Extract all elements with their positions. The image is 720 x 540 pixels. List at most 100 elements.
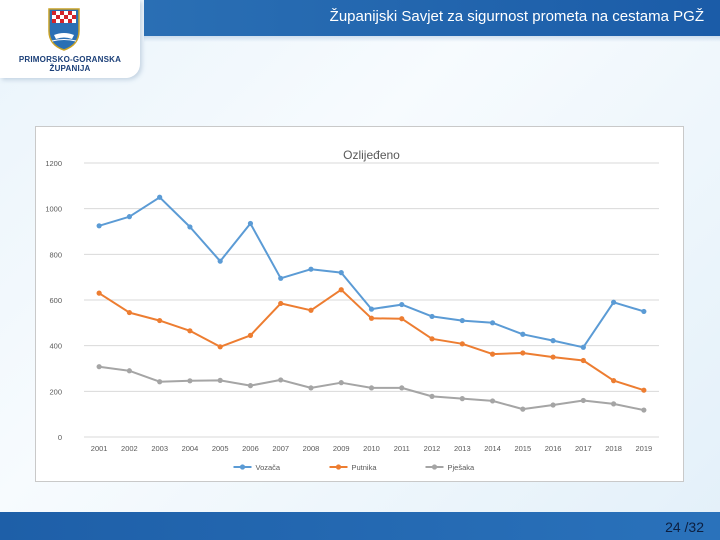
data-point-vozača: [459, 317, 465, 324]
y-tick-label: 1000: [45, 205, 62, 214]
footer-bar: [0, 512, 720, 540]
data-point-pješaka: [550, 402, 556, 408]
header-bar: Županijski Savjet za sigurnost prometa n…: [144, 0, 720, 36]
data-point-pješaka: [580, 397, 586, 404]
slide-title: Županijski Savjet za sigurnost prometa n…: [329, 8, 704, 25]
data-point-pješaka: [126, 368, 132, 374]
data-point-putnika: [520, 350, 526, 356]
series-line-putnika: [98, 288, 645, 392]
x-tick-label: 2004: [182, 444, 199, 453]
data-point-pješaka: [641, 407, 647, 413]
y-tick-label: 400: [49, 342, 62, 351]
data-point-vozača: [217, 258, 223, 264]
data-point-vozača: [489, 320, 496, 326]
x-tick-label: 2011: [394, 444, 410, 453]
data-point-pješaka: [247, 383, 254, 389]
data-point-pješaka: [489, 398, 496, 404]
x-tick-label: 2019: [636, 444, 653, 453]
data-point-putnika: [126, 309, 132, 316]
x-tick-label: 2002: [121, 444, 138, 453]
data-point-pješaka: [96, 364, 102, 370]
data-point-vozača: [126, 214, 132, 220]
data-point-vozača: [96, 223, 102, 229]
legend-label: Vozača: [256, 463, 281, 472]
x-tick-label: 2001: [91, 444, 108, 453]
data-point-vozača: [247, 220, 254, 227]
data-point-putnika: [550, 354, 556, 360]
data-point-vozača: [641, 308, 647, 315]
data-point-vozača: [550, 338, 556, 344]
data-point-pješaka: [368, 385, 375, 391]
x-tick-label: 2006: [242, 444, 259, 453]
data-point-pješaka: [429, 393, 435, 399]
y-tick-label: 800: [49, 250, 62, 259]
data-point-putnika: [278, 300, 284, 307]
logo-name-line2: ŽUPANIJA: [49, 64, 91, 73]
data-point-putnika: [308, 307, 314, 313]
data-point-vozača: [308, 266, 314, 272]
data-point-pješaka: [278, 377, 284, 383]
x-tick-label: 2018: [605, 444, 622, 453]
data-point-pješaka: [157, 379, 163, 385]
data-point-pješaka: [459, 396, 465, 402]
legend-label: Pješaka: [448, 463, 476, 472]
x-tick-label: 2005: [212, 444, 229, 453]
data-point-putnika: [489, 351, 496, 357]
data-point-vozača: [157, 194, 163, 200]
chart-title: Ozlijeđeno: [343, 148, 400, 162]
data-point-pješaka: [338, 380, 344, 386]
chart-frame: Ozlijeđeno 0 200 400 600 800 1000 1200 2001 2002 2…: [35, 126, 684, 482]
legend-label: Putnika: [352, 463, 378, 472]
header-shadow: [144, 36, 720, 42]
legend-marker: [239, 464, 246, 470]
x-tick-label: 2008: [303, 444, 320, 453]
data-point-putnika: [96, 290, 102, 296]
y-tick-label: 1200: [45, 159, 62, 168]
data-point-pješaka: [399, 385, 405, 391]
data-point-pješaka: [217, 377, 223, 383]
data-point-putnika: [217, 344, 223, 350]
data-point-vozača: [520, 331, 526, 337]
data-point-pješaka: [187, 378, 193, 384]
data-point-putnika: [580, 357, 586, 364]
x-tick-label: 2015: [514, 444, 531, 453]
x-tick-label: 2017: [575, 444, 592, 453]
series-line-vozača: [98, 196, 645, 349]
x-tick-label: 2016: [545, 444, 562, 453]
x-tick-label: 2013: [454, 444, 471, 453]
data-point-putnika: [611, 378, 617, 384]
data-point-vozača: [338, 270, 344, 276]
data-point-putnika: [247, 332, 254, 338]
x-tick-label: 2007: [272, 444, 289, 453]
logo-name-line1: PRIMORSKO-GORANSKA: [18, 55, 122, 64]
county-crest-icon: [48, 8, 80, 51]
data-point-pješaka: [308, 385, 314, 391]
data-point-putnika: [157, 317, 163, 324]
legend-marker: [335, 464, 342, 470]
data-point-putnika: [641, 387, 647, 393]
data-point-putnika: [338, 287, 344, 293]
data-point-vozača: [429, 313, 435, 320]
data-point-putnika: [187, 328, 193, 334]
data-point-pješaka: [520, 406, 526, 412]
data-point-vozača: [580, 344, 586, 350]
x-tick-label: 2014: [484, 444, 501, 453]
injuries-line-chart: Ozlijeđeno 0 200 400 600 800 1000 1200 2001 2002 2…: [45, 148, 659, 472]
x-tick-label: 2012: [424, 444, 441, 453]
data-point-pješaka: [611, 401, 617, 407]
page-number: 24 /32: [665, 519, 704, 535]
y-tick-label: 200: [49, 387, 62, 396]
data-point-putnika: [368, 315, 375, 321]
x-tick-label: 2003: [151, 444, 168, 453]
logo-panel: PRIMORSKO-GORANSKA ŽUPANIJA: [0, 0, 140, 78]
data-point-vozača: [368, 306, 375, 312]
x-tick-label: 2010: [363, 444, 380, 453]
data-point-putnika: [459, 341, 465, 347]
legend-marker: [431, 464, 438, 470]
data-point-putnika: [429, 336, 435, 342]
data-point-vozača: [187, 224, 193, 230]
data-point-putnika: [399, 316, 405, 322]
data-point-vozača: [278, 275, 284, 281]
data-point-vozača: [399, 301, 405, 308]
data-point-vozača: [611, 299, 617, 305]
